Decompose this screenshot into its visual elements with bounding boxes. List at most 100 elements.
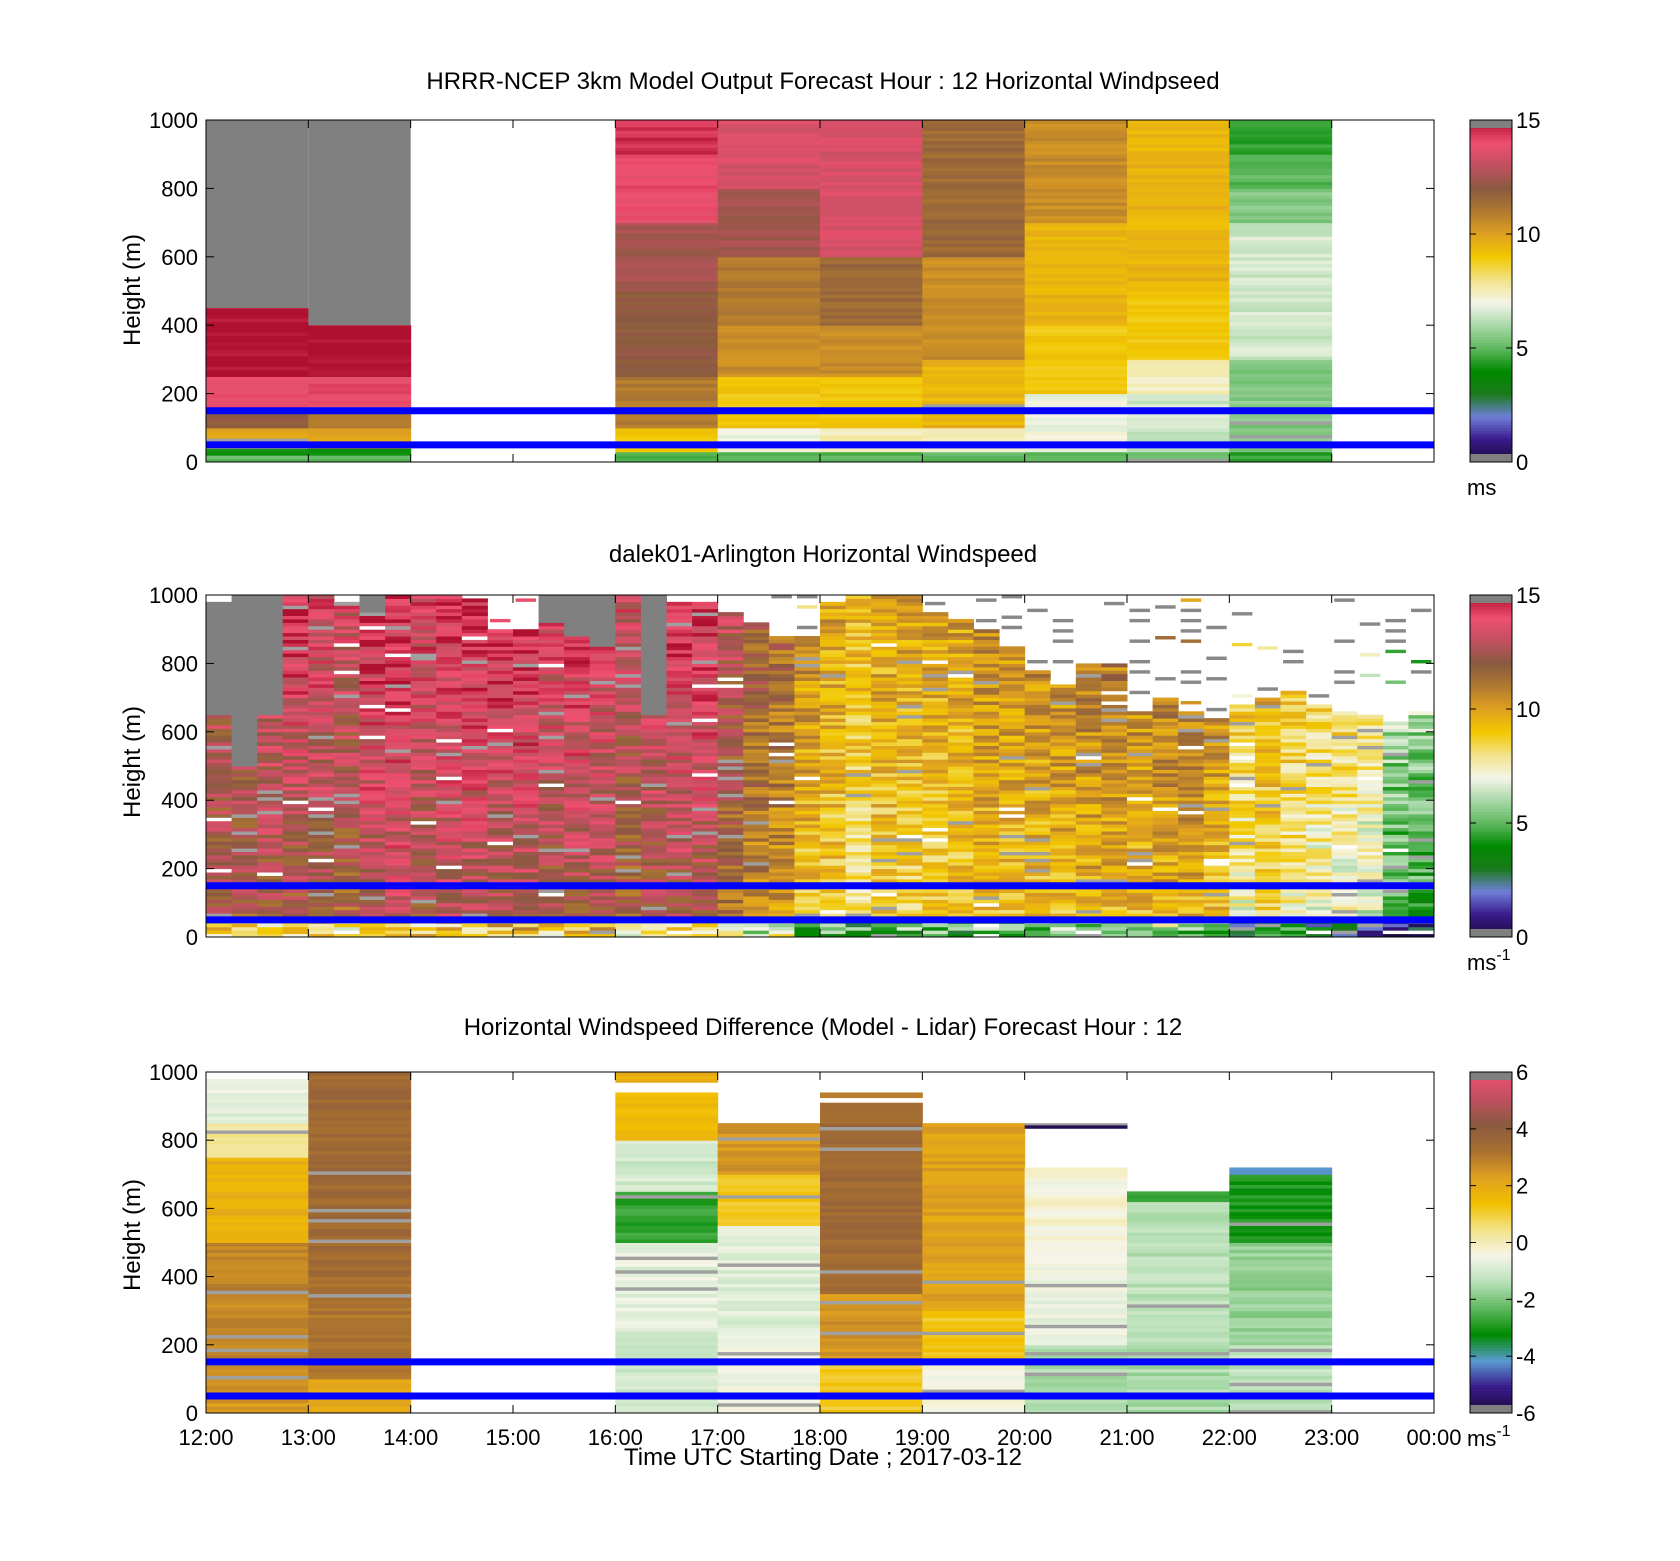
heat-cell (615, 899, 642, 904)
heat-cell (692, 677, 719, 681)
heat-cell (333, 827, 360, 832)
heat-cell (282, 748, 309, 753)
heat-cell (231, 701, 258, 705)
heat-cell (436, 639, 463, 644)
heat-cell (282, 690, 309, 695)
heat-cell (1152, 861, 1179, 866)
heat-cell (231, 810, 258, 815)
heat-cell (1229, 355, 1333, 360)
heat-cell (1229, 854, 1256, 859)
heat-cell (206, 933, 233, 938)
heat-cell (589, 810, 616, 815)
colorbar-segment (1470, 387, 1512, 392)
heat-cell (871, 848, 898, 852)
heat-cell (820, 933, 847, 938)
heat-cell (973, 933, 1000, 938)
heat-cell (513, 810, 540, 815)
heat-cell (1229, 817, 1256, 822)
heat-cell (615, 854, 642, 859)
heat-cell (1024, 718, 1051, 723)
heat-cell (845, 724, 872, 729)
heat-cell (922, 769, 949, 774)
heat-cell (308, 861, 335, 866)
heat-cell (461, 766, 488, 770)
heat-cell (385, 663, 412, 668)
heat-cell (206, 926, 233, 931)
heat-cell (513, 721, 540, 726)
heat-cell (1229, 909, 1256, 914)
heat-cell (947, 776, 974, 781)
heat-cell (1024, 834, 1051, 839)
heat-cell (461, 858, 488, 863)
heat-cell (1024, 841, 1051, 846)
heat-cell (359, 803, 386, 808)
heat-cell (717, 889, 744, 894)
heat-cell (1024, 779, 1051, 784)
heat-cell (1024, 280, 1128, 285)
heat-cell (640, 748, 667, 753)
heat-cell (820, 759, 847, 764)
heat-cell (308, 865, 335, 870)
heat-cell (1101, 807, 1128, 811)
heat-cell (1229, 321, 1333, 326)
heat-cell (820, 126, 923, 131)
heat-cell (666, 913, 693, 917)
heat-cell (1101, 759, 1128, 764)
heat-cell (410, 711, 437, 716)
heat-cell (1306, 895, 1333, 900)
heat-cell (1280, 895, 1307, 900)
heat-cell (999, 690, 1026, 695)
heat-cell (385, 615, 412, 620)
heat-cell (231, 786, 258, 791)
heat-cell (973, 889, 1000, 894)
heat-cell (436, 714, 463, 719)
heat-cell (487, 851, 514, 856)
heat-cell (359, 642, 386, 647)
heat-cell (922, 232, 1026, 237)
heat-cell (666, 677, 693, 681)
heat-cell (385, 772, 412, 777)
heat-cell (333, 766, 360, 770)
heat-cell (692, 930, 719, 935)
heat-cell (538, 786, 565, 791)
heat-cell (436, 683, 463, 688)
heat-cell (896, 612, 923, 617)
heat-cell (947, 803, 974, 808)
heat-cell (615, 458, 719, 463)
heat-cell (1127, 878, 1154, 883)
heat-cell (461, 841, 488, 846)
heat-cell (1024, 694, 1051, 699)
heat-cell (308, 748, 335, 753)
heat-cell (973, 680, 1000, 685)
heat-cell (871, 820, 898, 825)
heat-cell (1152, 697, 1179, 702)
heat-cell (333, 933, 360, 938)
heat-cell (1127, 724, 1154, 729)
heat-cell (513, 858, 540, 863)
heat-cell (845, 817, 872, 822)
heat-cell (282, 653, 309, 658)
heat-cell (640, 738, 667, 743)
heat-cell (1127, 349, 1230, 354)
heat-cell (257, 629, 284, 634)
heat-cell (308, 902, 335, 907)
heat-cell (973, 820, 1000, 825)
heat-cell (947, 789, 974, 794)
heat-cell (922, 858, 949, 863)
heat-cell (820, 229, 923, 234)
heat-cell (922, 212, 1026, 217)
heat-cell (717, 236, 821, 241)
heat-cell (333, 913, 360, 917)
heat-cell (692, 766, 719, 770)
heat-cell (717, 851, 744, 856)
colorbar-segment (1470, 285, 1512, 289)
heat-cell (461, 632, 488, 637)
heat-cell (436, 878, 463, 883)
heat-cell (359, 718, 386, 723)
heat-cell (999, 779, 1026, 784)
heat-cell (743, 807, 770, 811)
heat-cell (1229, 458, 1333, 463)
heat-cell (257, 666, 284, 671)
heat-cell (615, 243, 719, 248)
heat-cell (999, 653, 1026, 658)
